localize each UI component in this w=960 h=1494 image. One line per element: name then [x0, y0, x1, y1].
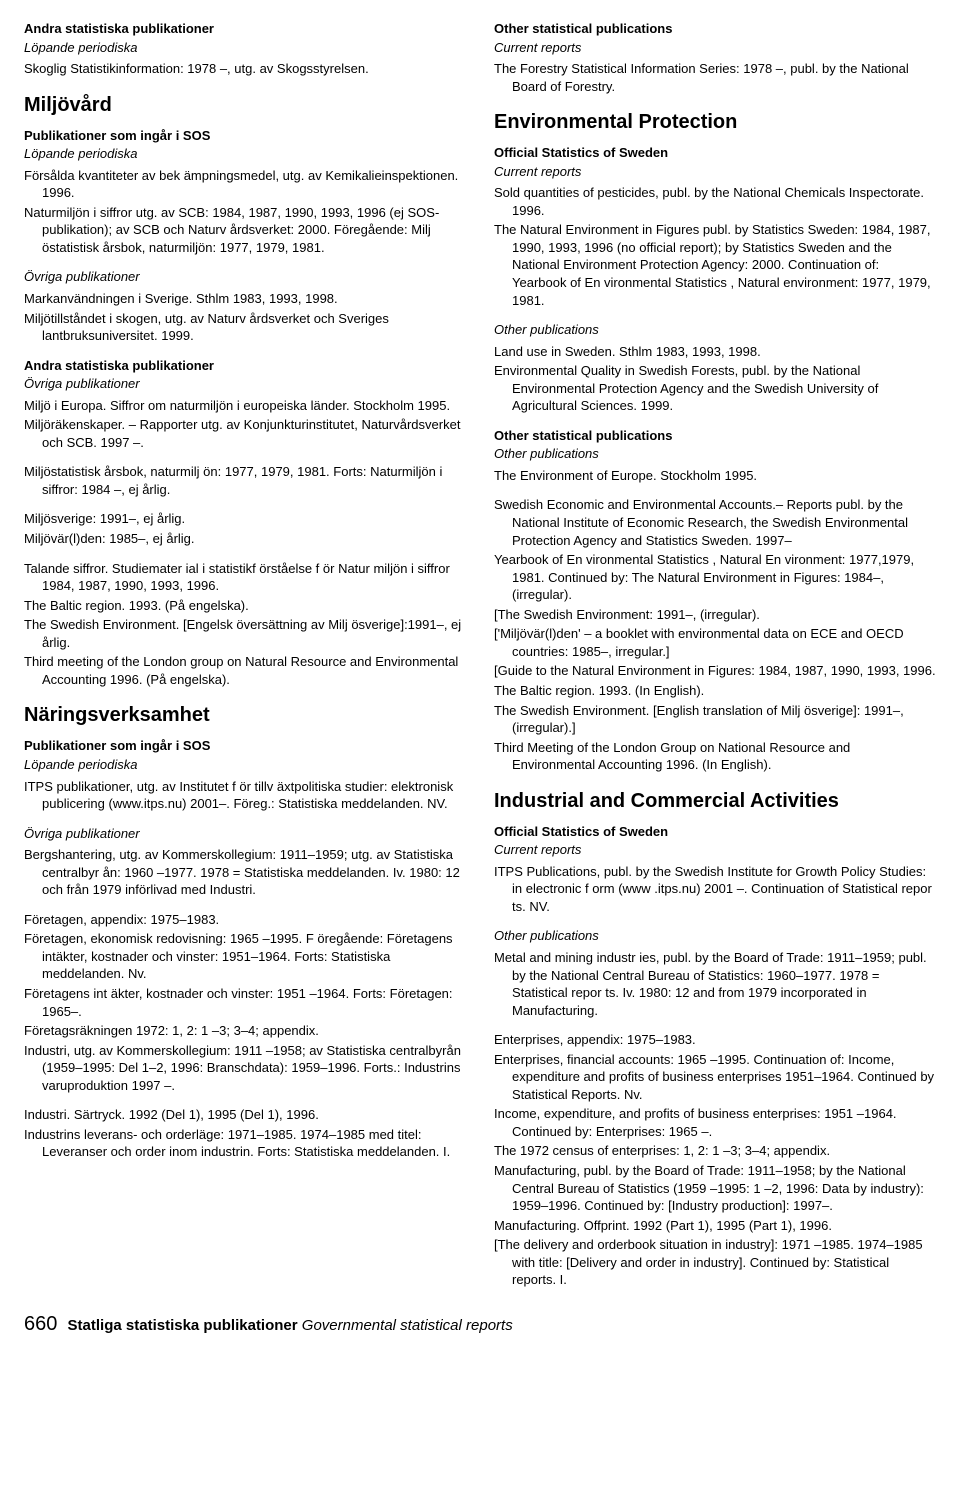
entry: Sold quantities of pesticides, publ. by … [494, 184, 936, 219]
entry: Företagen, appendix: 1975–1983. [24, 911, 466, 929]
subheading: Current reports [494, 841, 936, 859]
entry: Miljötillståndet i skogen, utg. av Natur… [24, 310, 466, 345]
entry: Manufacturing, publ. by the Board of Tra… [494, 1162, 936, 1215]
right-block-3: Other publications Land use in Sweden. S… [494, 321, 936, 415]
heading: Other statistical publications [494, 427, 936, 445]
entry: Försålda kvantiteter av bek ämpningsmede… [24, 167, 466, 202]
two-column-layout: Andra statistiska publikationer Löpande … [24, 20, 936, 1301]
left-block-9: Övriga publikationer Bergshantering, utg… [24, 825, 466, 899]
left-block-7: Talande siffror. Studiemater ial i stati… [24, 560, 466, 689]
entry: ['Miljövär(l)den' – a booklet with envir… [494, 625, 936, 660]
entry: Industri, utg. av Kommerskollegium: 1911… [24, 1042, 466, 1095]
subheading: Övriga publikationer [24, 268, 466, 286]
entry: The Baltic region. 1993. (In English). [494, 682, 936, 700]
left-block-6: Miljösverige: 1991–, ej årlig. Miljövär(… [24, 510, 466, 547]
entry: [The delivery and orderbook situation in… [494, 1236, 936, 1289]
entry: [Guide to the Natural Environment in Fig… [494, 662, 936, 680]
entry: The Natural Environment in Figures publ.… [494, 221, 936, 309]
right-block-8: Enterprises, appendix: 1975–1983. Enterp… [494, 1031, 936, 1289]
entry: Environmental Quality in Swedish Forests… [494, 362, 936, 415]
entry: Industrins leverans- och orderläge: 1971… [24, 1126, 466, 1161]
entry: Third Meeting of the London Group on Nat… [494, 739, 936, 774]
left-block-3: Övriga publikationer Markanvändningen i … [24, 268, 466, 344]
left-block-11: Industri. Särtryck. 1992 (Del 1), 1995 (… [24, 1106, 466, 1161]
entry: Miljöräkenskaper. – Rapporter utg. av Ko… [24, 416, 466, 451]
entry: Industri. Särtryck. 1992 (Del 1), 1995 (… [24, 1106, 466, 1124]
entry: Yearbook of En vironmental Statistics , … [494, 551, 936, 604]
entry: Metal and mining industr ies, publ. by t… [494, 949, 936, 1019]
section-heading: Environmental Protection [494, 109, 936, 136]
heading: Andra statistiska publikationer [24, 20, 466, 38]
heading: Official Statistics of Sweden [494, 144, 936, 162]
subheading: Löpande periodiska [24, 39, 466, 57]
left-block-10: Företagen, appendix: 1975–1983. Företage… [24, 911, 466, 1094]
entry: Företagsräkningen 1972: 1, 2: 1 –3; 3–4;… [24, 1022, 466, 1040]
heading: Publikationer som ingår i SOS [24, 127, 466, 145]
entry: Third meeting of the London group on Nat… [24, 653, 466, 688]
right-block-4: Other statistical publications Other pub… [494, 427, 936, 485]
page-number: 660 [24, 1313, 57, 1335]
heading: Official Statistics of Sweden [494, 823, 936, 841]
entry: The Baltic region. 1993. (På engelska). [24, 597, 466, 615]
entry: Företagen, ekonomisk redovisning: 1965 –… [24, 930, 466, 983]
entry: Income, expenditure, and profits of busi… [494, 1105, 936, 1140]
subheading: Current reports [494, 163, 936, 181]
entry: The 1972 census of enterprises: 1, 2: 1 … [494, 1142, 936, 1160]
entry: ITPS publikationer, utg. av Institutet f… [24, 778, 466, 813]
entry: Manufacturing. Offprint. 1992 (Part 1), … [494, 1217, 936, 1235]
subheading: Other publications [494, 321, 936, 339]
heading: Other statistical publications [494, 20, 936, 38]
section-heading: Näringsverksamhet [24, 702, 466, 729]
entry: The Forestry Statistical Information Ser… [494, 60, 936, 95]
entry: Miljövär(l)den: 1985–, ej årlig. [24, 530, 466, 548]
entry: Swedish Economic and Environmental Accou… [494, 496, 936, 549]
entry: Bergshantering, utg. av Kommerskollegium… [24, 846, 466, 899]
subheading: Övriga publikationer [24, 825, 466, 843]
left-column: Andra statistiska publikationer Löpande … [24, 20, 466, 1301]
entry: Miljö i Europa. Siffror om naturmiljön i… [24, 397, 466, 415]
left-block-2: Publikationer som ingår i SOS Löpande pe… [24, 127, 466, 257]
right-block-1: Other statistical publications Current r… [494, 20, 936, 95]
entry: Enterprises, appendix: 1975–1983. [494, 1031, 936, 1049]
entry: The Swedish Environment. [English transl… [494, 702, 936, 737]
left-block-5: Miljöstatistisk årsbok, naturmilj ön: 19… [24, 463, 466, 498]
entry: Talande siffror. Studiemater ial i stati… [24, 560, 466, 595]
entry: Miljösverige: 1991–, ej årlig. [24, 510, 466, 528]
subheading: Övriga publikationer [24, 375, 466, 393]
subheading: Löpande periodiska [24, 145, 466, 163]
subheading: Other publications [494, 445, 936, 463]
entry: Markanvändningen i Sverige. Sthlm 1983, … [24, 290, 466, 308]
entry: The Environment of Europe. Stockholm 199… [494, 467, 936, 485]
section-heading: Miljövård [24, 92, 466, 119]
entry: [The Swedish Environment: 1991–, (irregu… [494, 606, 936, 624]
section-heading: Industrial and Commercial Activities [494, 788, 936, 815]
entry: The Swedish Environment. [Engelsk översä… [24, 616, 466, 651]
entry: Land use in Sweden. Sthlm 1983, 1993, 19… [494, 343, 936, 361]
heading: Publikationer som ingår i SOS [24, 737, 466, 755]
heading: Andra statistiska publikationer [24, 357, 466, 375]
entry: Miljöstatistisk årsbok, naturmilj ön: 19… [24, 463, 466, 498]
left-block-8: Publikationer som ingår i SOS Löpande pe… [24, 737, 466, 812]
left-block-4: Andra statistiska publikationer Övriga p… [24, 357, 466, 452]
footer-title: Statliga statistiska publikationer [68, 1317, 298, 1334]
subheading: Löpande periodiska [24, 756, 466, 774]
right-block-6: Official Statistics of Sweden Current re… [494, 823, 936, 916]
right-block-5: Swedish Economic and Environmental Accou… [494, 496, 936, 773]
entry: Enterprises, financial accounts: 1965 –1… [494, 1051, 936, 1104]
entry: ITPS Publications, publ. by the Swedish … [494, 863, 936, 916]
footer-subtitle: Governmental statistical reports [302, 1317, 513, 1334]
right-column: Other statistical publications Current r… [494, 20, 936, 1301]
entry: Skoglig Statistikinformation: 1978 –, ut… [24, 60, 466, 78]
subheading: Other publications [494, 927, 936, 945]
entry: Naturmiljön i siffror utg. av SCB: 1984,… [24, 204, 466, 257]
entry: Företagens int äkter, kostnader och vins… [24, 985, 466, 1020]
page-footer: 660 Statliga statistiska publikationer G… [24, 1311, 936, 1338]
right-block-2: Official Statistics of Sweden Current re… [494, 144, 936, 309]
right-block-7: Other publications Metal and mining indu… [494, 927, 936, 1019]
left-block-1: Andra statistiska publikationer Löpande … [24, 20, 466, 78]
subheading: Current reports [494, 39, 936, 57]
